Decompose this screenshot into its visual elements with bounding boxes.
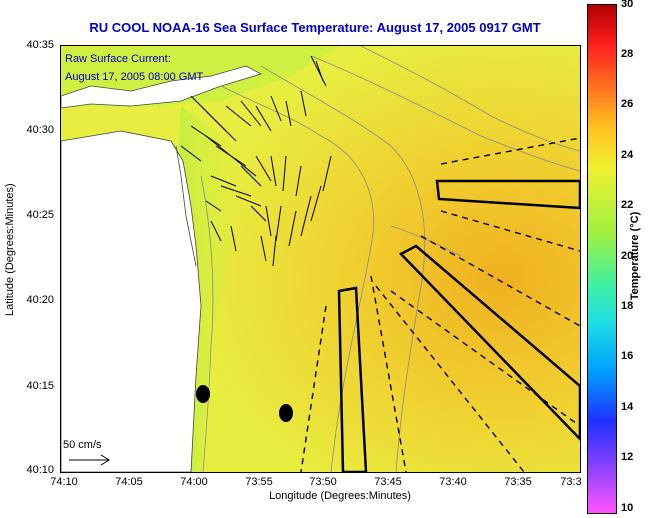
station-marker bbox=[196, 385, 210, 403]
legend-line-1: Raw Surface Current: bbox=[65, 53, 171, 65]
colorbar-tick: 30 bbox=[621, 0, 634, 10]
y-tick: 40:30 bbox=[26, 124, 54, 136]
scale-label: 50 cm/s bbox=[63, 439, 102, 451]
y-tick: 40:20 bbox=[26, 294, 54, 306]
colorbar-title: Temperature (°C) bbox=[629, 211, 641, 301]
y-tick: 40:35 bbox=[26, 39, 54, 51]
surface-current-vectors bbox=[180, 55, 332, 267]
colorbar-tick: 16 bbox=[621, 350, 634, 362]
map-title: RU COOL NOAA-16 Sea Surface Temperature:… bbox=[89, 20, 541, 35]
colorbar-tick: 10 bbox=[621, 502, 634, 514]
scale-arrow bbox=[69, 454, 110, 466]
colorbar-tick: 18 bbox=[621, 300, 634, 312]
x-tick: 74:00 bbox=[180, 476, 208, 488]
colorbar-tick: 24 bbox=[621, 149, 634, 161]
x-tick: 74:05 bbox=[115, 476, 143, 488]
y-tick: 40:15 bbox=[26, 380, 54, 392]
colorbar-tick: 28 bbox=[621, 48, 634, 60]
sandy-hook-coast bbox=[175, 145, 197, 267]
land-long-island bbox=[61, 65, 263, 109]
sst-map: 50 cm/s Raw Surface Current: August 17, … bbox=[60, 45, 581, 473]
x-axis-title: Longitude (Degrees:Minutes) bbox=[269, 490, 411, 502]
x-tick: 73:40 bbox=[439, 476, 467, 488]
x-tick: 73:55 bbox=[245, 476, 273, 488]
sampling-sectors bbox=[300, 137, 580, 472]
colorbar-tick: 22 bbox=[621, 199, 634, 211]
colorbar-tick: 26 bbox=[621, 98, 634, 110]
y-axis-title: Latitude (Degrees:Minutes) bbox=[4, 183, 16, 316]
colorbar-tick: 20 bbox=[621, 250, 634, 262]
legend-line-2: August 17, 2005 08:00 GMT bbox=[65, 71, 203, 83]
colorbar-tick: 14 bbox=[621, 401, 634, 413]
temperature-colorbar bbox=[587, 4, 617, 514]
bathymetry-contours bbox=[200, 46, 580, 472]
sst-map-svg: 50 cm/s Raw Surface Current: August 17, … bbox=[61, 46, 580, 472]
colorbar-tick: 12 bbox=[621, 451, 634, 463]
land-new-jersey bbox=[61, 130, 202, 472]
station-marker bbox=[279, 404, 293, 422]
y-tick: 40:10 bbox=[26, 464, 54, 476]
x-tick: 73:50 bbox=[309, 476, 337, 488]
x-tick: 73:45 bbox=[374, 476, 402, 488]
x-tick: 74:10 bbox=[50, 476, 78, 488]
y-tick: 40:25 bbox=[26, 209, 54, 221]
x-tick: 73:35 bbox=[504, 476, 532, 488]
x-tick: 73:3 bbox=[560, 476, 582, 488]
